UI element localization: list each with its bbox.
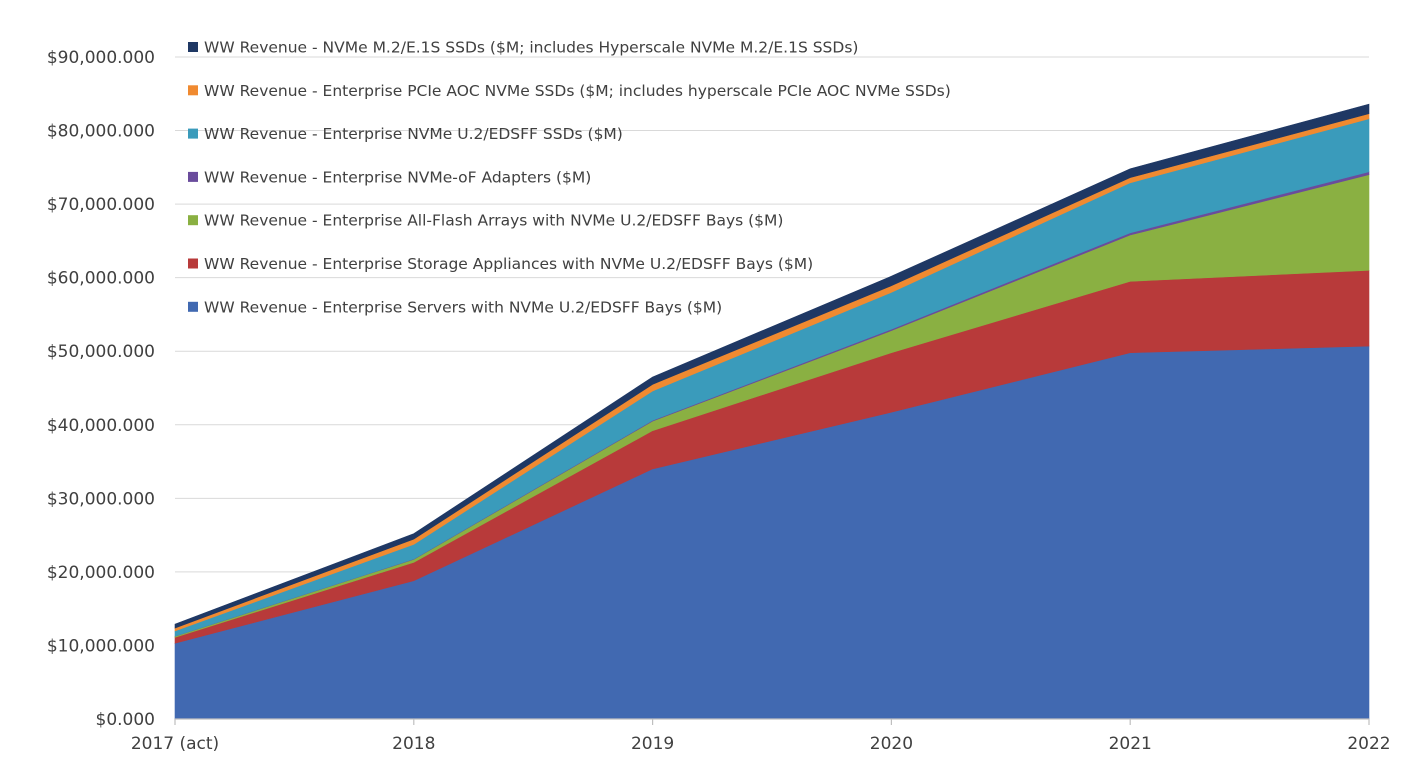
y-tick-label: $50,000.000 bbox=[47, 342, 155, 362]
legend-label: WW Revenue - Enterprise Servers with NVM… bbox=[204, 298, 722, 316]
legend-swatch bbox=[188, 215, 198, 226]
legend-label: WW Revenue - Enterprise All-Flash Arrays… bbox=[204, 212, 783, 230]
y-tick-label: $90,000.000 bbox=[47, 48, 155, 68]
y-tick-label: $60,000.000 bbox=[47, 269, 155, 289]
y-tick-label: $70,000.000 bbox=[47, 195, 155, 215]
legend-label: WW Revenue - Enterprise NVMe-oF Adapters… bbox=[204, 168, 591, 186]
y-tick-label: $20,000.000 bbox=[47, 563, 155, 583]
y-tick-label: $80,000.000 bbox=[47, 122, 155, 142]
legend-swatch bbox=[188, 258, 198, 269]
x-tick-label: 2022 bbox=[1347, 734, 1390, 754]
legend-swatch bbox=[188, 85, 198, 96]
x-tick-label: 2021 bbox=[1109, 734, 1152, 754]
legend-swatch bbox=[188, 42, 198, 52]
legend-label: WW Revenue - Enterprise Storage Applianc… bbox=[204, 255, 813, 273]
x-tick-label: 2018 bbox=[392, 734, 435, 754]
x-tick-label: 2017 (act) bbox=[131, 734, 219, 754]
x-tick-label: 2020 bbox=[870, 734, 913, 754]
legend: WW Revenue - NVMe M.2/E.1S SSDs ($M; inc… bbox=[188, 39, 951, 316]
x-tick-label: 2019 bbox=[631, 734, 674, 754]
axes: $0.000 $10,000.000 $20,000.000 $30,000.000 $… bbox=[47, 48, 1391, 754]
legend-swatch bbox=[188, 301, 198, 312]
legend-label: WW Revenue - Enterprise NVMe U.2/EDSFF S… bbox=[204, 125, 623, 143]
legend-swatch bbox=[188, 128, 198, 139]
y-tick-label: $30,000.000 bbox=[47, 489, 155, 509]
legend-swatch bbox=[188, 171, 198, 182]
area-series-7 bbox=[174, 103, 1370, 629]
area-series bbox=[174, 103, 1370, 720]
y-tick-label: $0.000 bbox=[96, 710, 155, 730]
y-tick-label: $10,000.000 bbox=[47, 636, 155, 656]
y-tick-label: $40,000.000 bbox=[47, 416, 155, 436]
legend-label: WW Revenue - NVMe M.2/E.1S SSDs ($M; inc… bbox=[204, 39, 858, 57]
legend-label: WW Revenue - Enterprise PCIe AOC NVMe SS… bbox=[204, 82, 951, 100]
